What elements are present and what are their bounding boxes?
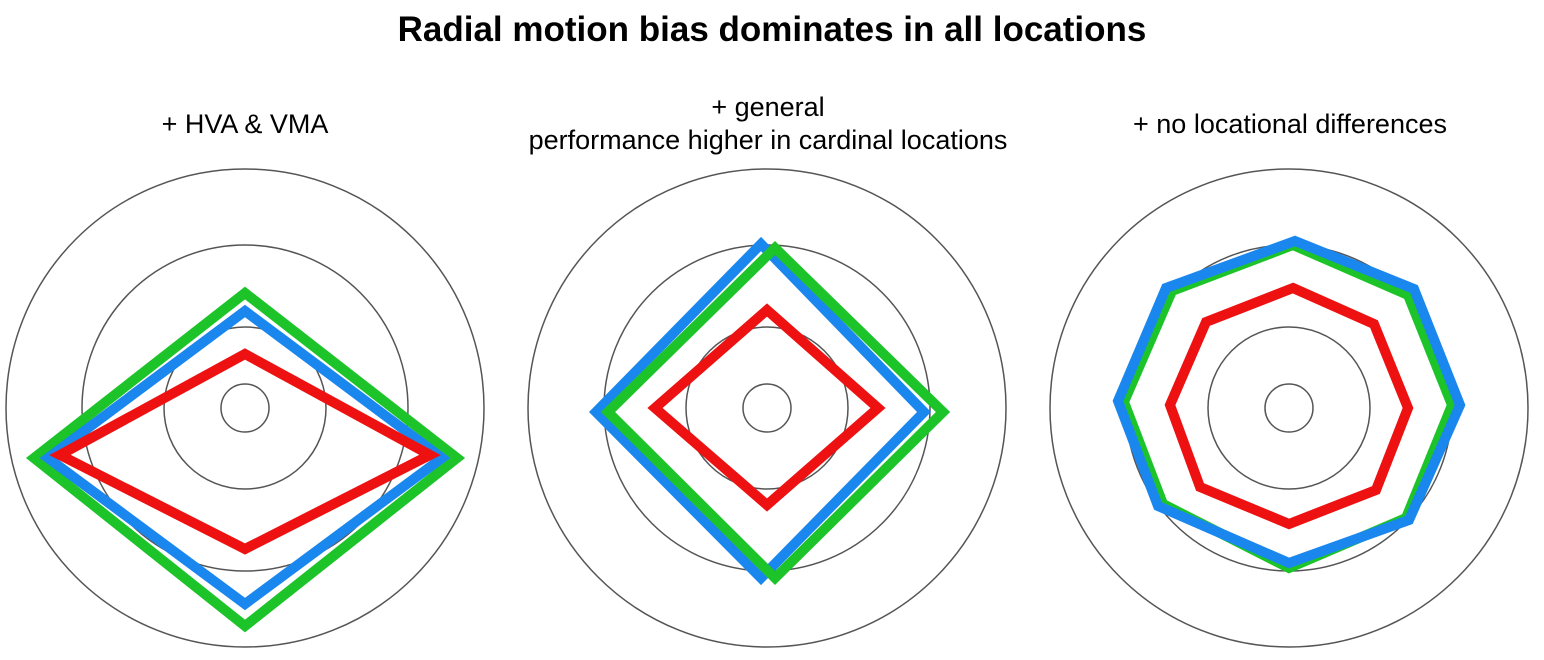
polar-panel-no-locational-differences (1049, 168, 1529, 648)
shape-blue (39, 304, 451, 611)
panel-label-line: + no locational differences (1133, 109, 1447, 139)
ring-large (81, 244, 409, 572)
ring-mid (685, 326, 849, 490)
ring-mid (163, 326, 327, 490)
shape-blue (1112, 235, 1466, 569)
shape-red (49, 348, 441, 555)
polar-panel-general-performance (527, 168, 1007, 648)
panel-label-hva-vma: + HVA & VMA (45, 108, 445, 141)
ring-center (742, 383, 792, 433)
ring-center (220, 383, 270, 433)
panel-label-line: performance higher in cardinal locations (528, 125, 1008, 155)
ring-mid (1207, 326, 1371, 490)
shape-green (600, 241, 951, 586)
polar-panel-hva-vma (5, 168, 485, 648)
panel-label-no-locational-differences: + no locational differences (1090, 108, 1490, 141)
panel-label-general-performance: + general performance higher in cardinal… (468, 91, 1068, 157)
shape-red (1164, 282, 1414, 530)
shape-blue (588, 236, 931, 586)
panel-label-line: + HVA & VMA (161, 109, 329, 139)
shape-red (647, 303, 886, 512)
ring-outer (527, 168, 1007, 648)
ring-outer (1049, 168, 1529, 648)
shape-green (25, 286, 466, 633)
figure-title: Radial motion bias dominates in all loca… (397, 10, 1147, 49)
ring-center (1264, 383, 1314, 433)
panel-label-line: + general (711, 92, 825, 122)
ring-outer (5, 168, 485, 648)
